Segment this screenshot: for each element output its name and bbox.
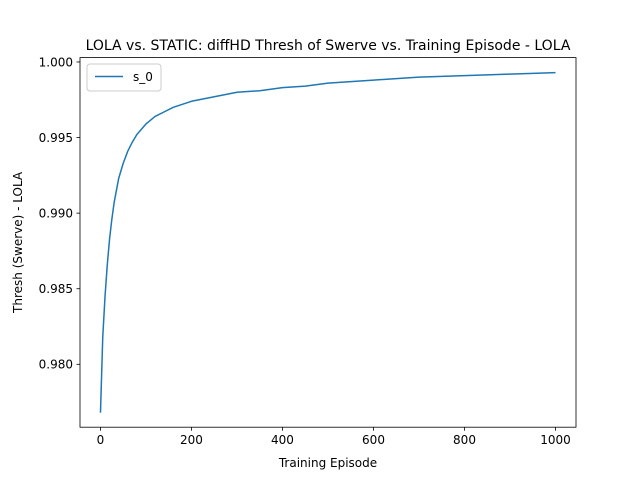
x-tick-label: 800 bbox=[453, 433, 476, 447]
y-tick-label: 0.985 bbox=[39, 282, 73, 296]
legend-box bbox=[86, 63, 162, 92]
y-axis-label: Thresh (Swerve) - LOLA bbox=[11, 171, 25, 314]
x-tick-label: 600 bbox=[362, 433, 385, 447]
legend: s_0 bbox=[86, 63, 162, 92]
plot-area-frame bbox=[79, 57, 577, 428]
y-tick-label: 0.990 bbox=[39, 206, 73, 220]
x-tick-label: 1000 bbox=[540, 433, 571, 447]
x-tick-label: 200 bbox=[180, 433, 203, 447]
plot-series bbox=[99, 71, 556, 413]
x-tick-label: 0 bbox=[97, 433, 105, 447]
y-tick-label: 0.995 bbox=[39, 131, 73, 145]
chart-title: LOLA vs. STATIC: diffHD Thresh of Swerve… bbox=[86, 38, 571, 54]
series-line-s_0 bbox=[99, 71, 556, 413]
x-tick-label: 400 bbox=[271, 433, 294, 447]
axis-ticks: 0 200 400 600 800 1000 0.980 0.985 0.990 0.995 1.0… bbox=[39, 55, 571, 447]
x-axis-label: Training Episode bbox=[278, 456, 377, 470]
y-tick-label: 1.000 bbox=[39, 55, 73, 69]
legend-label-s_0: s_0 bbox=[133, 70, 153, 84]
y-tick-label: 0.980 bbox=[39, 358, 73, 372]
